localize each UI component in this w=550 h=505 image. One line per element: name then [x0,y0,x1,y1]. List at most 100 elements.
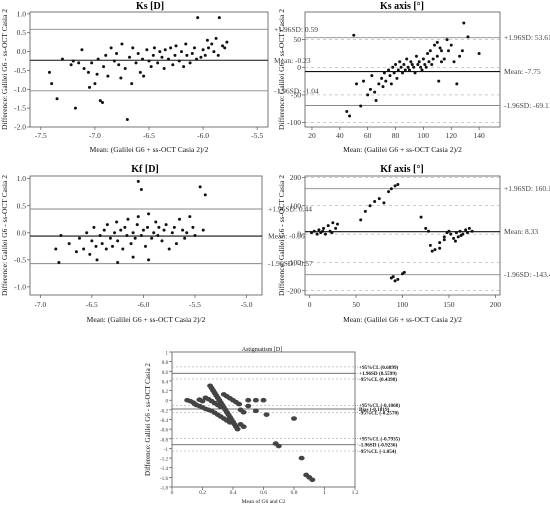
data-point [427,60,431,64]
data-point [405,57,409,61]
y-tick-label: -0.6 [160,429,168,434]
data-point [315,232,319,236]
reference-line-label: +95%CL (-0.1068) [359,402,400,409]
data-point [430,249,434,253]
data-point [352,33,356,37]
y-axis-label: Difference: Galilei G6 - ss-OCT Casia 2 [0,9,9,130]
x-tick-label: 50 [352,300,360,309]
data-point [368,87,372,91]
data-point [298,455,305,461]
data-point [170,231,174,235]
data-point [217,16,221,20]
data-point [323,232,327,236]
data-point [60,57,64,61]
data-point [100,100,104,104]
data-point [391,65,395,69]
data-point [205,38,209,42]
data-point [370,74,374,78]
data-point [420,68,424,72]
data-point [123,67,127,71]
reference-line-label: -1.96SD: -143.48 [504,270,550,279]
reference-line-label: +1.96SD: 160.14 [504,184,550,193]
reference-line-label: Mean: -7.75 [504,67,541,76]
data-point [119,228,123,232]
data-point [88,252,92,256]
x-tick-label: 120 [446,131,458,140]
x-tick-label: 0.8 [291,490,298,496]
data-point [160,55,164,59]
y-tick-label: -1.2 [160,458,168,463]
reference-line-label: +1.96SD: 0.59 [274,25,318,34]
data-point [427,229,430,233]
data-point [403,68,407,72]
data-point [336,222,339,226]
data-point [142,74,146,78]
data-point [185,231,189,235]
data-point [453,239,457,243]
y-tick-label: -0.4 [160,419,168,424]
x-axis-label: Mean: (Galilei G6 + ss-OCT Casia 2)/2 [343,145,462,154]
y-tick-label: -1 [164,448,169,453]
data-point [466,35,470,39]
reference-line-label: -95%CL (-0.2570) [359,409,399,416]
x-tick-label: -5.0 [241,300,253,309]
data-point [240,409,247,415]
data-point [80,48,84,52]
data-point [207,46,210,50]
data-point [145,48,149,52]
y-tick-label: 200 [290,173,302,182]
data-point [317,228,321,232]
data-point [212,50,216,54]
data-point [147,258,151,262]
data-point [407,68,411,72]
data-point [131,255,135,259]
data-point [466,231,469,235]
data-point [157,225,161,229]
data-point [252,408,259,414]
data-point [82,247,86,251]
y-tick-label: -0.5 [14,255,26,264]
data-point [291,416,297,421]
data-point [396,68,400,72]
data-point [460,49,464,53]
reference-line-label: Mean: -0.06 [268,232,305,241]
y-tick-label: -1.8 [160,487,168,492]
data-point [93,82,97,86]
x-tick-label: -7.5 [35,131,47,140]
data-point [406,65,410,69]
data-point [428,243,432,247]
chart-panel-2: Ks axis [°] 20 40 60 80 100 120 140 -100 -50 0 50 Me… [277,1,550,154]
data-point [174,44,178,48]
data-point [363,209,367,213]
x-tick-label: -6.5 [143,131,155,140]
x-tick-label: 0.2 [199,490,206,496]
data-point [50,82,54,86]
data-point [435,40,439,44]
data-point [139,234,143,237]
data-point [133,236,137,240]
data-point [389,187,393,191]
data-point [396,277,400,281]
data-point [126,217,130,221]
data-point [136,179,140,183]
y-tick-label: 0.0 [17,47,27,56]
data-point [402,63,406,67]
data-point [431,57,435,61]
data-point [334,226,338,230]
data-point [139,188,143,192]
plot-frame [304,175,501,296]
data-point [115,220,119,224]
data-point [112,59,116,63]
data-point [196,16,200,20]
y-tick-label: -100 [287,258,301,267]
data-point [134,61,138,65]
y-tick-label: 0 [297,63,301,72]
data-point [377,82,381,86]
data-point [131,231,135,235]
data-point [143,244,147,248]
data-point [203,53,207,57]
y-tick-label: -0.2 [160,409,168,414]
data-point [426,51,430,55]
y-tick-label: -1.5 [14,104,26,113]
data-point [120,42,124,46]
